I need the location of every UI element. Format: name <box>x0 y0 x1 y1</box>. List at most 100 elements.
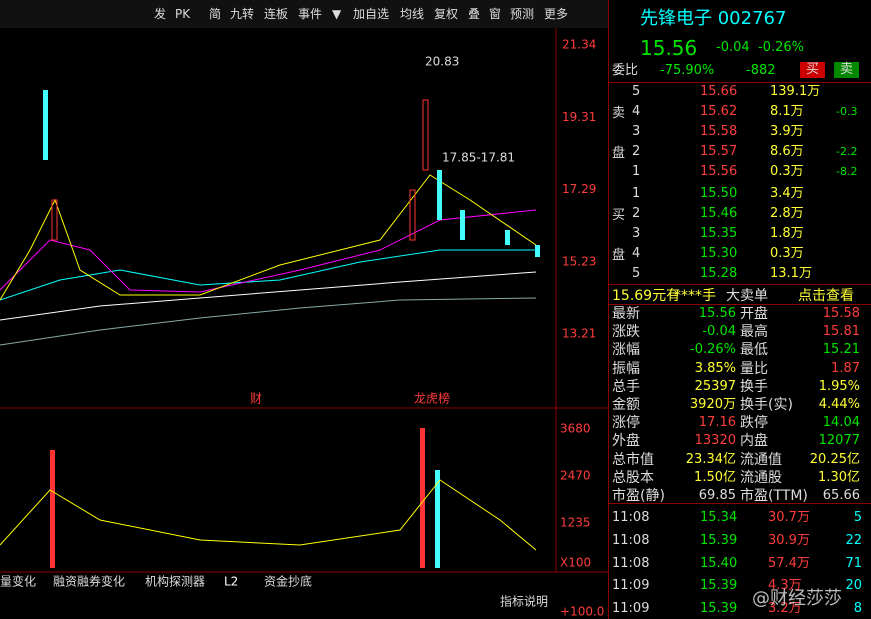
level: 4 <box>632 104 641 119</box>
tick-price: 15.34 <box>700 510 738 525</box>
stat-value: 1.50亿 <box>694 469 736 485</box>
toolbar-button[interactable]: ▼ <box>332 7 342 21</box>
tick-volume: 4.3万 <box>768 578 802 594</box>
stat-label: 流通值 <box>740 451 782 468</box>
level: 5 <box>632 266 641 281</box>
stat-value: 1.95% <box>818 378 860 394</box>
stat-label: 开盘 <box>740 306 768 322</box>
tick-count: 20 <box>845 578 862 594</box>
buy-button[interactable]: 买 <box>800 62 826 78</box>
tick-price: 15.40 <box>700 555 738 571</box>
toolbar-button[interactable]: 事件 <box>298 7 323 21</box>
volume-bar <box>420 428 425 568</box>
toolbar-button[interactable]: 发 <box>154 7 167 21</box>
toolbar-button[interactable]: 更多 <box>544 7 569 21</box>
ma-line <box>0 209 537 293</box>
stat-label: 最高 <box>740 324 768 341</box>
indicator-tab[interactable]: 量变化 <box>0 574 36 589</box>
toolbar-button[interactable]: 九转 <box>230 7 255 21</box>
indicator-tab[interactable]: L2 <box>224 575 238 589</box>
order-price: 15.50 <box>700 186 738 201</box>
order-volume: 0.3万 <box>770 246 804 261</box>
toolbar-button[interactable]: 连板 <box>264 7 289 21</box>
stat-label: 振幅 <box>612 360 640 377</box>
volume-bar <box>435 470 440 568</box>
volume-axis-label: X100 <box>560 556 591 570</box>
toolbar-button[interactable]: 均线 <box>400 7 425 21</box>
order-price: 15.46 <box>700 206 738 221</box>
order-price: 15.30 <box>700 246 738 261</box>
tick-count: 22 <box>845 532 862 548</box>
order-price: 15.35 <box>700 226 738 241</box>
divider <box>608 0 609 619</box>
indicator-tab[interactable]: 机构探测器 <box>145 574 205 589</box>
indicator-tab[interactable]: 资金抄底 <box>264 574 312 589</box>
level: 1 <box>632 164 641 179</box>
ratio-pct: -75.90% <box>660 63 715 78</box>
stat-label: 总市值 <box>612 451 654 468</box>
volume-axis-label: 1235 <box>560 516 591 530</box>
tick-time: 11:09 <box>612 578 650 594</box>
order-volume: 139.1万 <box>770 84 821 99</box>
level: 2 <box>632 206 641 221</box>
stat-label: 市盈(静) <box>612 488 665 504</box>
stat-value: 25397 <box>694 378 736 394</box>
stat-value: 3920万 <box>689 397 736 412</box>
tick-count: 8 <box>853 601 862 617</box>
level: 4 <box>632 246 641 261</box>
side-label: 盘 <box>612 248 626 263</box>
toolbar-button[interactable]: 加自选 <box>353 7 390 21</box>
stat-value: 17.16 <box>698 415 736 431</box>
stat-value: 20.25亿 <box>809 451 860 467</box>
candle <box>460 210 465 240</box>
price-axis-label: 19.31 <box>562 110 596 124</box>
stat-value: 15.21 <box>822 342 860 358</box>
divider <box>608 284 871 285</box>
toolbar-button[interactable]: 预测 <box>510 7 535 21</box>
candle <box>535 245 540 257</box>
stat-value: 14.04 <box>822 415 860 431</box>
candle <box>51 199 58 241</box>
tick-time: 11:08 <box>612 532 650 548</box>
indicator-tab[interactable]: 融资融券变化 <box>53 574 125 589</box>
high-annotation: 20.83 <box>425 55 459 69</box>
toolbar-button[interactable]: PK <box>175 7 191 21</box>
stat-value: 12077 <box>818 433 860 449</box>
big-order-info: 15.69元有 <box>612 288 681 304</box>
stat-value: 69.85 <box>698 488 736 503</box>
stat-value: 3.85% <box>694 360 736 376</box>
level: 3 <box>632 124 641 139</box>
toolbar-button[interactable]: 简 <box>209 7 222 21</box>
stat-value: 15.56 <box>698 306 736 321</box>
sell-button[interactable]: 卖 <box>834 62 860 78</box>
toolbar-button[interactable]: 叠 <box>468 7 481 21</box>
stat-label: 换手(实) <box>740 397 793 413</box>
stat-label: 涨停 <box>612 415 640 432</box>
volume-bar <box>50 450 55 568</box>
ratio-diff: -882 <box>746 63 776 78</box>
side-label: 盘 <box>612 146 626 161</box>
kline-chart: 21.34 19.31 17.29 15.23 13.21 20.83 17.85-17.8… <box>0 0 608 619</box>
tick-count: 5 <box>853 510 862 525</box>
stat-value: 4.44% <box>818 397 860 412</box>
bottom-axis-label: +100.0 <box>560 605 604 619</box>
stat-label: 内盘 <box>740 433 768 450</box>
order-price: 15.66 <box>700 84 738 99</box>
level: 5 <box>632 84 641 99</box>
tick-price: 15.39 <box>700 601 738 617</box>
order-volume: 0.3万 <box>770 164 804 179</box>
toolbar-button[interactable]: 复权 <box>434 7 459 21</box>
order-delta: -8.2 <box>836 165 858 178</box>
toolbar-button[interactable]: 窗 <box>489 7 502 21</box>
big-order-info: ****手 <box>674 288 716 304</box>
tick-price: 15.39 <box>700 532 738 548</box>
order-volume: 1.8万 <box>770 226 804 241</box>
stat-label: 跌停 <box>740 415 768 432</box>
order-delta: -2.2 <box>836 145 858 158</box>
help-button[interactable]: 指标说明 <box>500 594 548 609</box>
ma-line <box>0 271 537 321</box>
range-annotation: 17.85-17.81 <box>442 151 515 165</box>
tick-volume: 3.2万 <box>768 601 802 617</box>
tick-volume: 30.9万 <box>768 532 810 548</box>
